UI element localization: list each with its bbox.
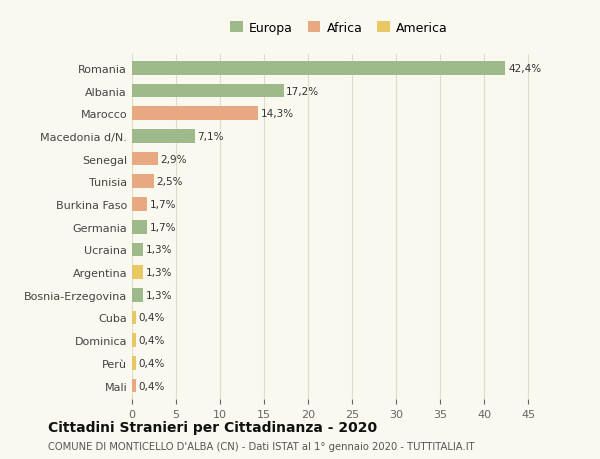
Text: 42,4%: 42,4%	[508, 64, 541, 73]
Text: 1,3%: 1,3%	[146, 268, 173, 278]
Bar	[132, 243, 143, 257]
Text: 1,3%: 1,3%	[146, 245, 173, 255]
Bar	[132, 175, 154, 189]
Bar	[132, 198, 147, 211]
Text: 1,7%: 1,7%	[149, 200, 176, 210]
Bar	[132, 220, 147, 234]
Text: 0,4%: 0,4%	[138, 381, 164, 391]
Legend: Europa, Africa, America: Europa, Africa, America	[225, 17, 453, 39]
Bar	[132, 288, 143, 302]
Text: 0,4%: 0,4%	[138, 336, 164, 346]
Text: 0,4%: 0,4%	[138, 313, 164, 323]
Bar	[132, 130, 194, 143]
Bar	[132, 84, 284, 98]
Bar	[132, 334, 136, 347]
Bar	[132, 152, 158, 166]
Bar	[132, 107, 258, 121]
Text: 1,3%: 1,3%	[146, 290, 173, 300]
Text: 17,2%: 17,2%	[286, 86, 319, 96]
Bar	[132, 266, 143, 279]
Text: 2,9%: 2,9%	[160, 154, 187, 164]
Text: 14,3%: 14,3%	[260, 109, 294, 119]
Bar	[132, 62, 505, 75]
Text: 2,5%: 2,5%	[157, 177, 183, 187]
Text: 0,4%: 0,4%	[138, 358, 164, 368]
Bar	[132, 311, 136, 325]
Text: 7,1%: 7,1%	[197, 132, 224, 142]
Text: 1,7%: 1,7%	[149, 222, 176, 232]
Text: Cittadini Stranieri per Cittadinanza - 2020: Cittadini Stranieri per Cittadinanza - 2…	[48, 420, 377, 434]
Bar	[132, 356, 136, 370]
Text: COMUNE DI MONTICELLO D'ALBA (CN) - Dati ISTAT al 1° gennaio 2020 - TUTTITALIA.IT: COMUNE DI MONTICELLO D'ALBA (CN) - Dati …	[48, 441, 475, 451]
Bar	[132, 379, 136, 392]
